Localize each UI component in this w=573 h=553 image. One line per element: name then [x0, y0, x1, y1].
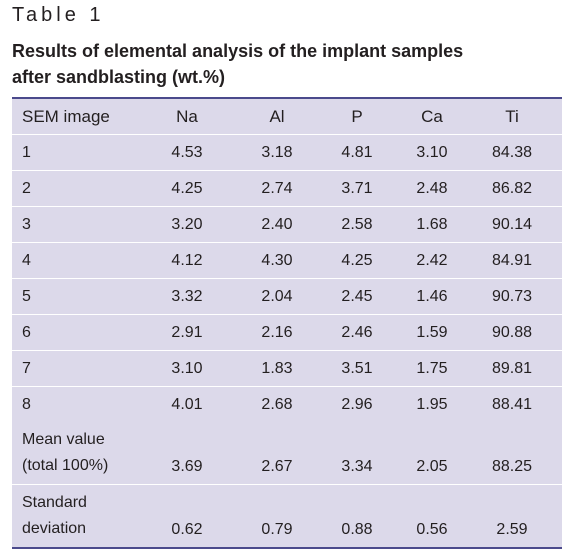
mean-ti: 88.25: [491, 458, 533, 475]
cell-na: 3.32: [171, 287, 203, 305]
table-row-sd: Standard deviation 0.62 0.79 0.88 0.56 2…: [12, 485, 562, 547]
table-body: 1 4.53 3.18 4.81 3.10 84.38 2 4.25 2.74 3.71 2.48 8…: [12, 135, 562, 422]
header-ti: Ti: [505, 106, 519, 126]
table-row: 7 3.10 1.83 3.51 1.75 89.81: [12, 351, 562, 387]
table-row: 4 4.12 4.30 4.25 2.42 84.91: [12, 243, 562, 279]
cell-sem-image: 6: [22, 323, 31, 341]
sd-ca: 0.56: [416, 521, 448, 538]
data-table: SEM image Na Al P Ca Ti 1 4.53 3.18 4.81 3.1…: [12, 97, 562, 549]
header-al: Al: [269, 106, 285, 126]
cell-al: 4.30: [261, 251, 293, 269]
cell-ti: 86.82: [491, 179, 533, 197]
cell-p: 3.71: [341, 179, 373, 197]
cell-p: 4.81: [341, 143, 373, 161]
mean-al: 2.67: [261, 458, 293, 475]
table-row-mean: Mean value (total 100%) 3.69 2.67 3.34 2…: [12, 422, 562, 485]
sd-p: 0.88: [341, 521, 373, 538]
table-row: 2 4.25 2.74 3.71 2.48 86.82: [12, 171, 562, 207]
cell-ti: 90.73: [491, 287, 533, 305]
cell-ca: 2.48: [416, 179, 448, 197]
cell-na: 4.01: [171, 395, 203, 413]
cell-p: 4.25: [341, 251, 373, 269]
cell-sem-image: 8: [22, 395, 31, 413]
table-row: 8 4.01 2.68 2.96 1.95 88.41: [12, 387, 562, 422]
header-sem-image: SEM image: [22, 106, 110, 126]
table-row: 6 2.91 2.16 2.46 1.59 90.88: [12, 315, 562, 351]
sd-na: 0.62: [171, 521, 203, 538]
cell-sem-image: 5: [22, 287, 31, 305]
cell-sem-image: 4: [22, 251, 31, 269]
mean-label: Mean value (total 100%): [22, 422, 142, 484]
cell-ca: 1.75: [416, 359, 448, 377]
cell-na: 4.53: [171, 143, 203, 161]
table-row: 5 3.32 2.04 2.45 1.46 90.73: [12, 279, 562, 315]
cell-al: 3.18: [261, 143, 293, 161]
mean-ca: 2.05: [416, 458, 448, 475]
cell-ca: 1.46: [416, 287, 448, 305]
cell-ca: 2.42: [416, 251, 448, 269]
cell-p: 2.96: [341, 395, 373, 413]
cell-al: 1.83: [261, 359, 293, 377]
cell-sem-image: 1: [22, 143, 31, 161]
header-na: Na: [176, 106, 198, 126]
cell-sem-image: 2: [22, 179, 31, 197]
header-p: P: [351, 106, 363, 126]
cell-sem-image: 7: [22, 359, 31, 377]
cell-al: 2.16: [261, 323, 293, 341]
sd-ti: 2.59: [496, 521, 528, 538]
cell-na: 4.25: [171, 179, 203, 197]
cell-ti: 90.88: [491, 323, 533, 341]
cell-al: 2.68: [261, 395, 293, 413]
cell-ti: 89.81: [491, 359, 533, 377]
cell-p: 2.45: [341, 287, 373, 305]
cell-ti: 84.91: [491, 251, 533, 269]
table-title: Results of elemental analysis of the imp…: [12, 38, 562, 90]
table-header-row: SEM image Na Al P Ca Ti: [12, 99, 562, 135]
table-title-line-1: Results of elemental analysis of the imp…: [12, 41, 464, 61]
cell-na: 3.10: [171, 359, 203, 377]
cell-na: 3.20: [171, 215, 203, 233]
cell-ca: 1.68: [416, 215, 448, 233]
cell-al: 2.40: [261, 215, 293, 233]
table-row: 1 4.53 3.18 4.81 3.10 84.38: [12, 135, 562, 171]
table-label: Table 1: [12, 4, 105, 26]
cell-ca: 1.59: [416, 323, 448, 341]
sd-label-line-1: Standard: [22, 494, 87, 511]
cell-na: 2.91: [171, 323, 203, 341]
cell-ca: 1.95: [416, 395, 448, 413]
mean-label-line-2: (total 100%): [22, 457, 109, 474]
header-ca: Ca: [421, 106, 443, 126]
sd-label: Standard deviation: [22, 485, 142, 547]
cell-ca: 3.10: [416, 143, 448, 161]
cell-na: 4.12: [171, 251, 203, 269]
cell-p: 2.46: [341, 323, 373, 341]
cell-al: 2.74: [261, 179, 293, 197]
cell-p: 2.58: [341, 215, 373, 233]
cell-sem-image: 3: [22, 215, 31, 233]
mean-label-line-1: Mean value: [22, 431, 105, 448]
cell-ti: 88.41: [491, 395, 533, 413]
table-row: 3 3.20 2.40 2.58 1.68 90.14: [12, 207, 562, 243]
mean-na: 3.69: [171, 458, 203, 475]
cell-ti: 84.38: [491, 143, 533, 161]
cell-ti: 90.14: [491, 215, 533, 233]
cell-p: 3.51: [341, 359, 373, 377]
cell-al: 2.04: [261, 287, 293, 305]
table-title-line-2: after sandblasting (wt.%): [12, 67, 226, 87]
sd-al: 0.79: [261, 521, 293, 538]
sd-label-line-2: deviation: [22, 520, 87, 537]
mean-p: 3.34: [341, 458, 373, 475]
